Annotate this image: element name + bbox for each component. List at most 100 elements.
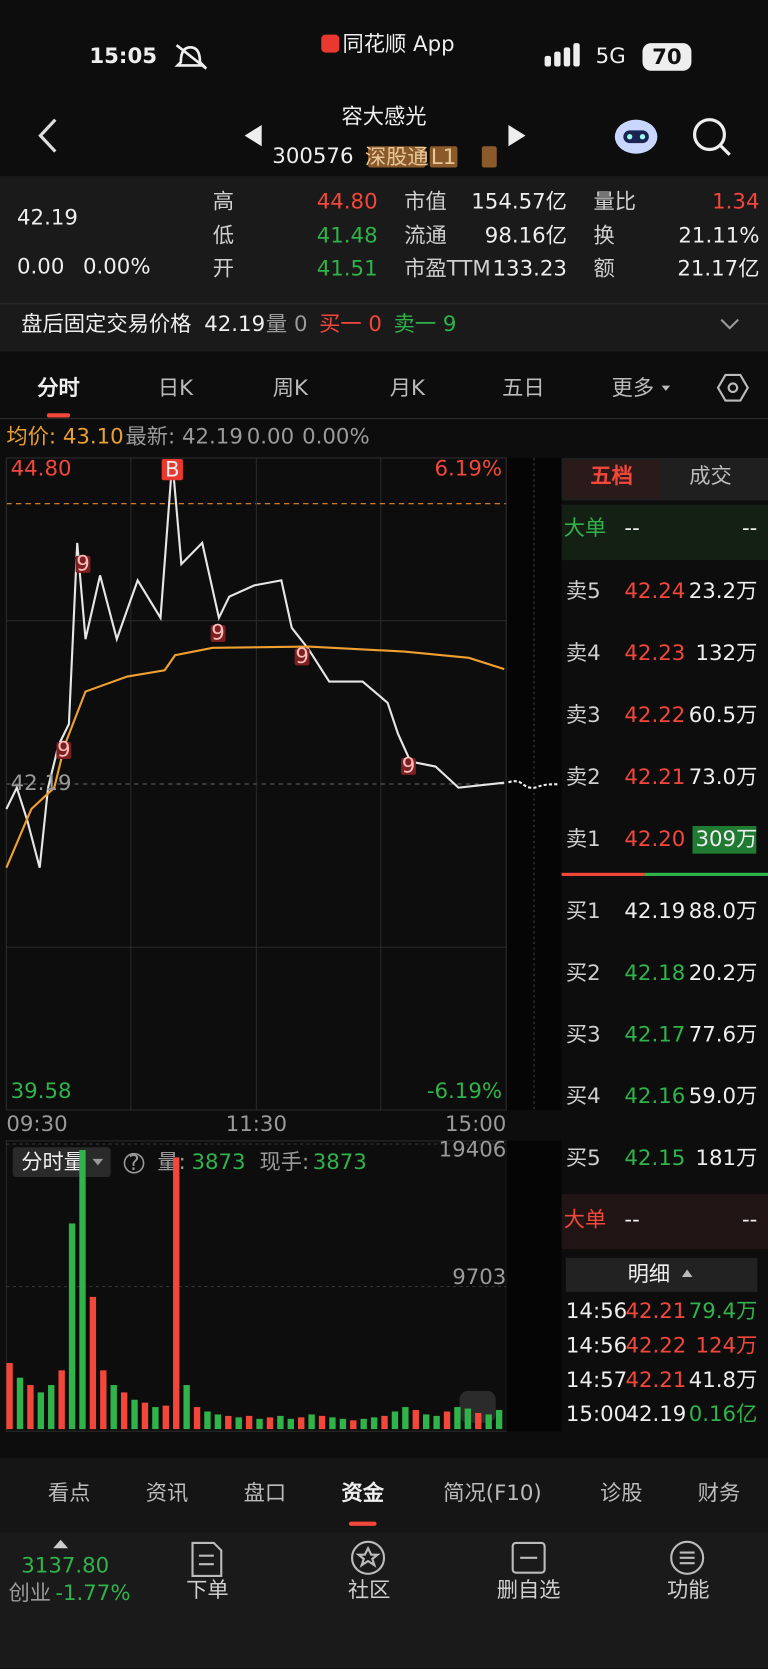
- chart-tab[interactable]: 分时: [37, 376, 80, 401]
- volume-bar: [48, 1385, 55, 1430]
- dropdown-icon[interactable]: [661, 385, 671, 391]
- after-hours-volume-strip: [506, 1140, 562, 1432]
- bid-price: 42.16: [624, 1084, 685, 1109]
- volume-bar: [193, 1407, 201, 1430]
- bid-volume: 59.0万: [689, 1084, 758, 1109]
- chart-tab[interactable]: 月K: [390, 376, 426, 401]
- big-order-value: --: [624, 516, 639, 541]
- volume-bar: [204, 1411, 211, 1430]
- y-tick-label: 19406: [439, 1137, 507, 1162]
- ask-volume: 23.2万: [689, 579, 758, 604]
- stock-code: 300576: [272, 144, 353, 169]
- orderbook-tab[interactable]: 五档: [590, 464, 633, 489]
- latest-pct: 0.00%: [302, 425, 370, 450]
- bottom-tab[interactable]: 看点: [48, 1481, 91, 1506]
- trade-time: 14:56: [566, 1333, 627, 1358]
- volume-selector-bg[interactable]: [12, 1147, 111, 1178]
- volume-bar: [360, 1418, 367, 1430]
- volume-selector[interactable]: 分时量: [21, 1150, 85, 1175]
- big-order-value: --: [742, 1208, 757, 1233]
- ask-price: 42.20: [624, 827, 685, 852]
- bottom-tab[interactable]: 盘口: [244, 1481, 287, 1506]
- detail-title[interactable]: 明细: [628, 1262, 671, 1287]
- next-stock[interactable]: [508, 125, 526, 147]
- volume-bar: [412, 1410, 419, 1430]
- volume-bar: [464, 1408, 472, 1430]
- volume-bar: [37, 1392, 45, 1430]
- chart-tab[interactable]: 周K: [273, 376, 309, 401]
- after-hours-bid: 买一 0: [319, 312, 382, 337]
- chart-tab[interactable]: 五日: [502, 376, 545, 401]
- y-tick-label: 42.19: [11, 771, 72, 796]
- trade-amount: 0.16亿: [689, 1402, 758, 1427]
- bottom-tab[interactable]: 简况(F10): [443, 1481, 541, 1506]
- index-change: -1.77%: [55, 1581, 130, 1606]
- expand-icon[interactable]: [720, 318, 739, 330]
- nine-marker-bg: [294, 648, 310, 666]
- trade-price: 42.19: [625, 1402, 686, 1427]
- status-network: 5G: [596, 44, 626, 69]
- sort-icon[interactable]: [681, 1269, 693, 1278]
- volume-bar: [485, 1414, 492, 1430]
- bottom-tab[interactable]: 诊股: [600, 1481, 643, 1506]
- ask-volume: 132万: [696, 641, 758, 666]
- back-button[interactable]: [38, 118, 57, 153]
- index-name: 创业: [9, 1581, 52, 1606]
- volume-bar: [443, 1411, 451, 1430]
- stock-name: 容大感光: [341, 105, 426, 130]
- volume-label: 量:: [157, 1150, 185, 1175]
- ratio-bar-green: [644, 872, 768, 876]
- bottom-tabs-bg: [0, 1457, 768, 1533]
- price-line: [5, 645, 505, 869]
- nine-marker-bg: [401, 757, 416, 775]
- battery-level: 70: [652, 45, 682, 70]
- volume-bar: [339, 1418, 347, 1430]
- hand-value: 3873: [313, 1150, 367, 1175]
- volume-bar: [27, 1385, 34, 1430]
- toolbar-label[interactable]: 社区: [348, 1578, 391, 1603]
- bottom-tab[interactable]: 资金: [341, 1480, 384, 1506]
- settings-icon[interactable]: [716, 373, 750, 402]
- quote-label: 额: [594, 257, 615, 282]
- volume-bar: [100, 1370, 107, 1430]
- robot-icon[interactable]: [614, 119, 658, 154]
- index-value: 3137.80: [21, 1553, 109, 1578]
- search-icon[interactable]: [693, 118, 731, 156]
- quote-value: 133.23: [493, 257, 567, 282]
- orderbook-tab[interactable]: 成交: [689, 464, 732, 489]
- quote-label: 高: [213, 190, 234, 215]
- volume-bar: [402, 1407, 409, 1430]
- toolbar-label[interactable]: 功能: [667, 1578, 710, 1603]
- mute-icon: [174, 44, 208, 70]
- tag-bg: [429, 146, 458, 168]
- big-order-value: --: [742, 516, 757, 541]
- volume-bar: [381, 1415, 388, 1430]
- nine-marker-bg: [75, 555, 91, 573]
- chart-tab[interactable]: 日K: [158, 376, 194, 401]
- ask-volume: 309万: [696, 827, 758, 852]
- quote-value: 1.34: [712, 190, 759, 215]
- bid-price: 42.19: [624, 899, 685, 924]
- ask-price: 42.22: [624, 703, 685, 728]
- volume-bar: [79, 1150, 86, 1430]
- bid-label: 买3: [566, 1023, 601, 1048]
- volume-bar: [214, 1414, 222, 1430]
- volume-bar: [370, 1417, 378, 1430]
- toolbar-label[interactable]: 下单: [186, 1578, 229, 1603]
- bottom-tab[interactable]: 资讯: [146, 1481, 189, 1506]
- volume-bar: [423, 1414, 430, 1430]
- volume-bar: [277, 1415, 284, 1430]
- ask-price: 42.21: [624, 765, 685, 790]
- nine-marker-bg: [56, 741, 72, 759]
- ask-price: 42.24: [624, 579, 685, 604]
- bottom-tab[interactable]: 财务: [698, 1481, 741, 1506]
- prev-stock[interactable]: [244, 125, 262, 147]
- toolbar-label[interactable]: 删自选: [497, 1578, 561, 1603]
- trade-time: 14:57: [566, 1368, 627, 1393]
- chart-tab[interactable]: 更多: [612, 376, 655, 401]
- help-icon[interactable]: [123, 1152, 145, 1174]
- active-tab-underline: [348, 1521, 377, 1526]
- volume-highlight: [692, 825, 757, 854]
- dropdown-icon[interactable]: [92, 1158, 104, 1166]
- quote-label: 低: [213, 224, 234, 249]
